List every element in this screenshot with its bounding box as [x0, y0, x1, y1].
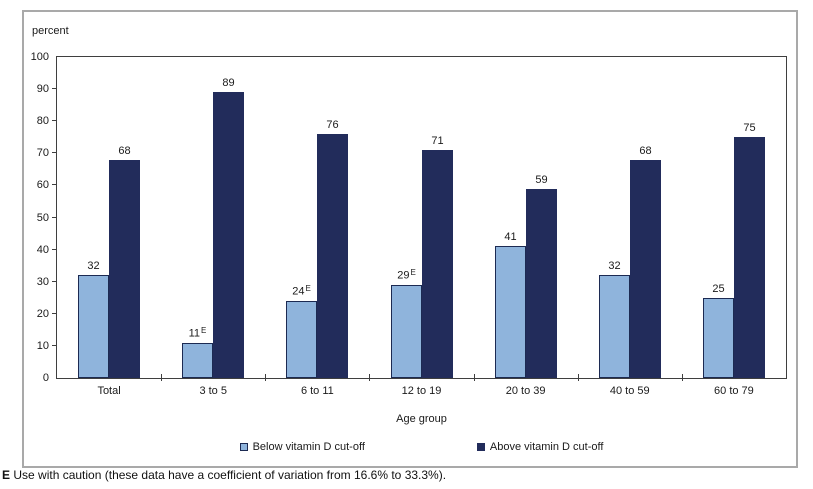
- y-tick-label: 50: [36, 211, 49, 224]
- footnote-flag: E: [2, 468, 11, 482]
- y-tick-label: 100: [30, 51, 49, 63]
- bar-value-label: 68: [639, 145, 652, 157]
- legend: Below vitamin D cut-off Above vitamin D …: [57, 441, 786, 453]
- plot-area: Age group Below vitamin D cut-off Above …: [31, 51, 787, 453]
- x-axis-tick: [369, 374, 371, 381]
- chart-outer-frame: percent Age group Below vitamin D cut-of…: [22, 10, 798, 468]
- y-tick-mark: [52, 312, 56, 314]
- y-tick-mark: [52, 152, 56, 154]
- bar-above: [422, 150, 453, 378]
- y-tick-mark: [52, 344, 56, 346]
- bar-below: [703, 298, 734, 378]
- bar-below: [182, 343, 213, 378]
- y-tick-mark: [52, 248, 56, 250]
- y-tick-mark: [52, 280, 56, 282]
- x-category-label: 40 to 59: [609, 385, 650, 397]
- bar-above: [317, 134, 348, 378]
- legend-label-above: Above vitamin D cut-off: [489, 441, 604, 453]
- legend-label-below: Below vitamin D cut-off: [252, 441, 365, 453]
- bar-value-label: 24E: [292, 284, 311, 298]
- bar-value-label: 29E: [397, 268, 416, 282]
- x-axis-tick: [161, 374, 163, 381]
- bar-below: [599, 275, 630, 378]
- bar-above: [109, 160, 140, 378]
- y-tick-mark: [52, 88, 56, 90]
- bar-value-label: 89: [222, 77, 235, 89]
- x-category-label: Total: [97, 385, 121, 397]
- legend-item-above: Above vitamin D cut-off: [476, 441, 604, 453]
- caution-flag: E: [201, 326, 207, 336]
- bar-value-label: 32: [608, 260, 621, 272]
- y-tick-label: 60: [36, 179, 49, 192]
- caution-flag: E: [410, 268, 416, 278]
- x-category-label: 6 to 11: [300, 385, 334, 397]
- x-axis-title: Age group: [396, 413, 447, 425]
- bar-above: [526, 189, 557, 378]
- bar-above: [213, 92, 244, 378]
- y-tick-label: 70: [36, 147, 49, 160]
- y-axis-title: percent: [32, 25, 69, 37]
- legend-swatch-above-icon: [476, 443, 485, 451]
- y-tick-label: 40: [36, 243, 49, 256]
- x-axis-tick: [473, 374, 475, 381]
- bar-below: [78, 275, 109, 378]
- y-tick-label: 80: [36, 115, 49, 128]
- y-tick-label: 30: [36, 275, 49, 288]
- x-category-label: 12 to 19: [401, 385, 442, 397]
- bar-value-label: 75: [743, 122, 756, 134]
- y-tick-label: 10: [36, 339, 49, 352]
- bar-above: [734, 137, 765, 378]
- x-axis-tick: [681, 374, 683, 381]
- bar-value-label: 76: [326, 119, 339, 131]
- y-tick-mark: [52, 184, 56, 186]
- bar-value-label: 59: [535, 174, 548, 186]
- caution-flag: E: [305, 284, 311, 294]
- y-tick-mark: [52, 216, 56, 218]
- bar-value-label: 41: [504, 231, 517, 243]
- y-tick-mark: [52, 120, 56, 122]
- bar-value-label: 68: [118, 145, 131, 157]
- x-category-label: 20 to 39: [505, 385, 546, 397]
- footnote-text: Use with caution (these data have a coef…: [13, 468, 447, 482]
- x-axis-tick: [265, 374, 267, 381]
- legend-swatch-below-icon: [239, 443, 248, 451]
- y-tick-label: 90: [36, 83, 49, 96]
- bar-below: [286, 301, 317, 378]
- x-category-label: 60 to 79: [714, 385, 754, 397]
- bar-below: [495, 246, 526, 378]
- x-axis-tick: [577, 374, 579, 381]
- bar-value-label: 25: [712, 283, 725, 295]
- bar-value-label: 11E: [188, 326, 207, 340]
- y-tick-label: 20: [36, 307, 49, 320]
- bar-below: [391, 285, 422, 378]
- x-category-label: 3 to 5: [199, 385, 227, 397]
- bar-value-label: 71: [431, 135, 444, 147]
- bar-value-label: 32: [87, 260, 100, 272]
- legend-item-below: Below vitamin D cut-off: [239, 441, 365, 453]
- bar-above: [630, 160, 661, 378]
- footnote: E Use with caution (these data have a co…: [2, 468, 446, 482]
- y-tick-label: 0: [42, 372, 49, 384]
